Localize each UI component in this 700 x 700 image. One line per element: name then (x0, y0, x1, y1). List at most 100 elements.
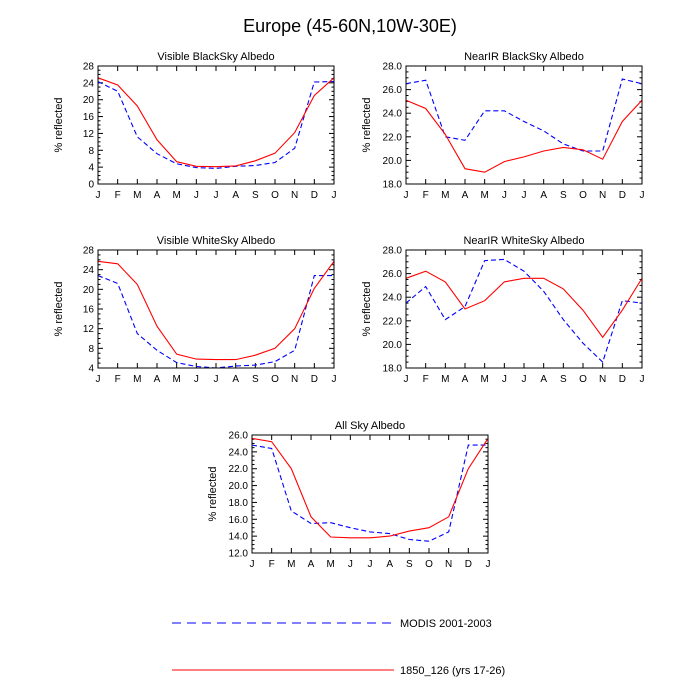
y-tick-label: 4 (88, 163, 94, 174)
y-tick-label: 20.0 (383, 340, 403, 351)
y-tick-label: 24.0 (383, 109, 403, 120)
x-tick-label: M (133, 190, 141, 201)
x-tick-label: M (133, 374, 141, 385)
y-tick-label: 28.0 (383, 62, 403, 73)
x-tick-label: M (441, 190, 449, 201)
x-tick-label: M (326, 559, 334, 570)
chart-panel-2: NearIR BlackSky Albedo % reflected 18.0 20.… (361, 51, 645, 201)
plot-frame (405, 249, 643, 369)
y-tick-label: 12 (83, 324, 95, 335)
series-line (97, 77, 335, 168)
y-tick-label: 16 (83, 305, 95, 316)
panel-title: Visible WhiteSky Albedo (157, 235, 275, 247)
x-tick-label: D (465, 559, 472, 570)
y-tick-label: 8 (88, 344, 94, 355)
x-tick-label: S (560, 190, 567, 201)
y-tick-label: 24 (83, 78, 95, 89)
x-tick-label: A (462, 190, 469, 201)
y-tick-label: 22.0 (383, 132, 403, 143)
x-tick-label: M (172, 190, 180, 201)
x-tick-label: J (96, 374, 101, 385)
y-tick-label: 28 (83, 62, 95, 73)
x-tick-label: F (423, 374, 429, 385)
x-tick-label: O (579, 190, 587, 201)
y-tick-label: 24 (83, 265, 95, 276)
y-tick-label: 20 (83, 95, 95, 106)
x-tick-label: N (599, 190, 606, 201)
x-tick-label: N (291, 190, 298, 201)
y-tick-label: 4 (88, 364, 94, 375)
chart-panel-4: NearIR WhiteSky Albedo % reflected 18.0 20.… (361, 235, 645, 385)
x-tick-label: O (425, 559, 433, 570)
y-tick-label: 28.0 (383, 246, 403, 257)
legend: MODIS 2001-2003 1850_126 (yrs 17-26) (172, 618, 505, 677)
x-tick-label: A (154, 374, 161, 385)
x-tick-label: J (502, 374, 507, 385)
legend-label: MODIS 2001-2003 (400, 618, 492, 630)
x-tick-label: F (423, 190, 429, 201)
y-tick-label: 0 (88, 180, 94, 191)
x-tick-label: J (502, 190, 507, 201)
y-tick-label: 28 (83, 246, 95, 257)
x-tick-label: D (619, 190, 626, 201)
y-tick-label: 22.0 (383, 316, 403, 327)
x-tick-label: D (311, 374, 318, 385)
y-tick-label: 16 (83, 112, 95, 123)
series-line (405, 258, 643, 364)
x-tick-label: J (332, 374, 337, 385)
x-tick-label: A (232, 374, 239, 385)
y-tick-label: 18.0 (383, 180, 403, 191)
y-tick-label: 26.0 (383, 85, 403, 96)
y-tick-label: 12.0 (229, 549, 249, 560)
y-tick-label: 12 (83, 129, 95, 140)
y-tick-label: 26.0 (229, 431, 249, 442)
x-tick-label: M (172, 374, 180, 385)
x-tick-label: O (271, 374, 279, 385)
series-line (251, 444, 488, 542)
y-tick-label: 22.0 (229, 464, 249, 475)
y-tick-label: 20.0 (229, 481, 249, 492)
chart-panel-1: Visible BlackSky Albedo % reflected 0 4 8 12 1… (53, 51, 337, 201)
x-tick-label: S (252, 374, 259, 385)
x-tick-label: J (214, 190, 219, 201)
y-axis-label: % reflected (361, 97, 373, 152)
y-tick-label: 24.0 (383, 293, 403, 304)
x-tick-label: J (332, 190, 337, 201)
series-line (405, 99, 643, 173)
y-axis-label: % reflected (53, 281, 65, 336)
y-tick-label: 18.0 (229, 498, 249, 509)
x-tick-label: D (619, 374, 626, 385)
x-tick-label: J (404, 190, 409, 201)
x-tick-label: S (406, 559, 413, 570)
x-tick-label: A (386, 559, 393, 570)
plot-frame (97, 249, 335, 369)
x-tick-label: J (640, 374, 645, 385)
x-tick-label: F (115, 190, 121, 201)
panel-title: All Sky Albedo (335, 420, 405, 432)
x-tick-label: J (96, 190, 101, 201)
series-line (251, 437, 489, 539)
x-tick-label: A (154, 190, 161, 201)
x-tick-label: A (462, 374, 469, 385)
chart-panel-3: Visible WhiteSky Albedo % reflected 4 8 12 16… (53, 235, 337, 385)
plot-frame (405, 65, 643, 185)
y-tick-label: 20 (83, 285, 95, 296)
x-tick-label: F (269, 559, 275, 570)
x-tick-label: M (441, 374, 449, 385)
x-tick-label: D (311, 190, 318, 201)
x-tick-label: A (540, 374, 547, 385)
panel-title: Visible BlackSky Albedo (157, 51, 274, 63)
x-tick-label: J (214, 374, 219, 385)
x-tick-label: J (640, 190, 645, 201)
y-tick-label: 16.0 (229, 515, 249, 526)
chart-panel-5: All Sky Albedo % reflected 12.0 14.0 16.0 18.… (207, 420, 491, 570)
x-tick-label: N (445, 559, 452, 570)
x-tick-label: A (540, 190, 547, 201)
x-tick-label: A (232, 190, 239, 201)
plot-frame (251, 434, 489, 554)
x-tick-label: J (404, 374, 409, 385)
x-tick-label: J (522, 374, 527, 385)
x-tick-label: J (250, 559, 255, 570)
x-tick-label: J (368, 559, 373, 570)
y-tick-label: 8 (88, 146, 94, 157)
